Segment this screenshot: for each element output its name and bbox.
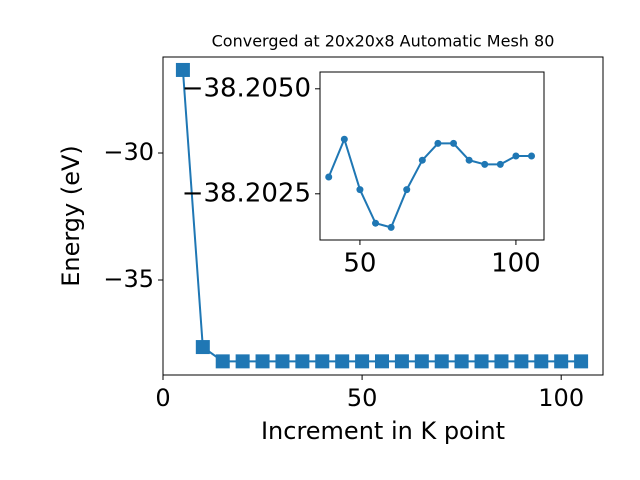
marker xyxy=(175,62,190,77)
plot-area xyxy=(320,72,544,240)
marker xyxy=(481,160,489,168)
marker xyxy=(454,354,469,369)
marker xyxy=(195,340,210,355)
marker xyxy=(215,354,230,369)
y-axis-label: Energy (eV) xyxy=(57,145,85,287)
marker xyxy=(325,173,333,181)
marker xyxy=(514,354,529,369)
marker xyxy=(394,354,409,369)
marker xyxy=(434,139,442,147)
axes-frame xyxy=(319,71,545,241)
marker xyxy=(340,135,348,143)
marker xyxy=(356,186,364,194)
marker xyxy=(372,219,380,227)
marker xyxy=(235,354,250,369)
marker xyxy=(434,354,449,369)
marker xyxy=(295,354,310,369)
x-tick-label: 0 xyxy=(155,384,170,412)
marker xyxy=(275,354,290,369)
marker xyxy=(574,354,589,369)
y-tick-label: −30 xyxy=(103,138,154,166)
y-tick-label: −38.2050 xyxy=(182,73,311,103)
x-tick-label: 100 xyxy=(491,249,541,279)
marker xyxy=(496,160,504,168)
marker xyxy=(474,354,489,369)
y-tick-label: −38.2025 xyxy=(182,178,311,208)
chart-title: Converged at 20x20x8 Automatic Mesh 80 xyxy=(212,32,555,51)
marker xyxy=(255,354,270,369)
marker xyxy=(512,152,520,160)
x-tick-label: 100 xyxy=(538,384,584,412)
axes-frame xyxy=(162,56,604,376)
marker xyxy=(403,186,411,194)
marker xyxy=(355,354,370,369)
x-tick-label: 50 xyxy=(347,384,378,412)
y-tick-label: −35 xyxy=(103,265,154,293)
marker xyxy=(387,223,395,231)
marker xyxy=(494,354,509,369)
marker xyxy=(335,354,350,369)
marker xyxy=(315,354,330,369)
marker xyxy=(554,354,569,369)
marker xyxy=(375,354,390,369)
marker xyxy=(528,152,536,160)
marker xyxy=(465,156,473,164)
x-tick-label: 50 xyxy=(343,249,376,279)
marker xyxy=(450,139,458,147)
x-axis-label: Increment in K point xyxy=(261,417,505,445)
marker xyxy=(534,354,549,369)
marker xyxy=(418,156,426,164)
marker xyxy=(414,354,429,369)
